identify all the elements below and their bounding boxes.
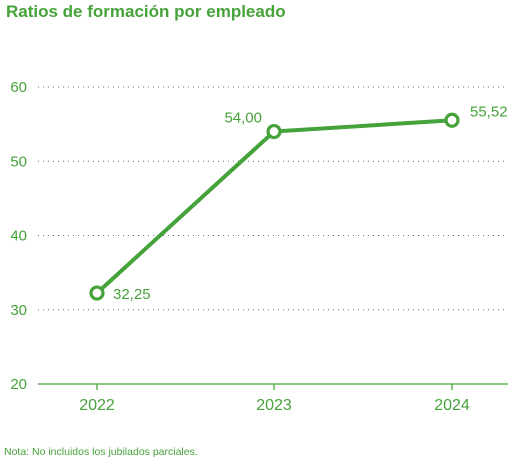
y-tick-label: 20 xyxy=(10,376,27,393)
data-labels: 32,25 54,00 55,52 xyxy=(113,103,508,303)
data-label-2024: 55,52 xyxy=(470,103,508,120)
data-point-2023 xyxy=(266,123,282,140)
data-label-2023: 54,00 xyxy=(224,110,262,127)
data-point-2024 xyxy=(444,112,460,128)
chart-title: Ratios de formación por empleado xyxy=(6,2,286,21)
data-label-2022: 32,25 xyxy=(113,286,151,303)
y-tick-label: 50 xyxy=(10,153,27,170)
x-tick-label: 2024 xyxy=(434,397,470,414)
y-tick-label: 30 xyxy=(10,302,27,319)
series-layer xyxy=(89,112,460,301)
axes: 20 30 40 50 60 2022 2023 2024 xyxy=(10,79,508,414)
x-tick-label: 2023 xyxy=(256,397,292,414)
x-tick-label: 2022 xyxy=(79,397,115,414)
chart-note: Nota: No incluidos los jubilados parcial… xyxy=(4,446,198,458)
data-point-2022 xyxy=(89,285,105,301)
y-tick-label: 40 xyxy=(10,228,27,245)
y-tick-label: 60 xyxy=(10,79,27,96)
gridlines xyxy=(38,86,508,311)
series-line xyxy=(95,118,454,296)
